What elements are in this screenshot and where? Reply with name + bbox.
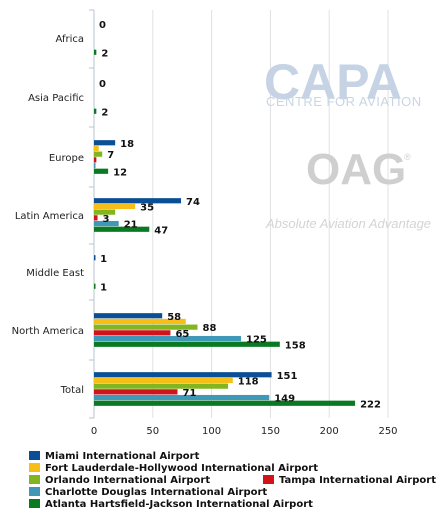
data-label: 74 bbox=[186, 197, 200, 208]
category-label: Africa bbox=[55, 34, 84, 45]
legend-swatch bbox=[29, 475, 40, 484]
x-tick-label: 0 bbox=[91, 426, 97, 437]
legend-swatch bbox=[29, 499, 40, 508]
bar bbox=[94, 226, 150, 232]
bar bbox=[94, 220, 119, 227]
data-label: 158 bbox=[285, 340, 306, 351]
bar bbox=[94, 151, 103, 157]
data-label: 58 bbox=[167, 312, 181, 323]
x-tick-label: 250 bbox=[378, 426, 397, 437]
bar bbox=[94, 341, 280, 347]
capa-watermark-subtitle: CENTRE FOR AVIATION bbox=[266, 94, 422, 109]
legend-swatch bbox=[29, 463, 40, 472]
legend-item-label: Fort Lauderdale-Hollywood International … bbox=[45, 463, 318, 474]
bar bbox=[94, 318, 186, 325]
data-label: 2 bbox=[101, 107, 108, 118]
data-label: 12 bbox=[113, 167, 127, 178]
bar bbox=[94, 145, 99, 152]
bar bbox=[94, 383, 229, 389]
bar bbox=[94, 377, 233, 384]
bar bbox=[94, 203, 136, 210]
category-label: Latin America bbox=[15, 211, 84, 222]
bar bbox=[94, 324, 198, 330]
data-label: 88 bbox=[202, 323, 216, 334]
data-label: 0 bbox=[99, 79, 106, 90]
category-label: Asia Pacific bbox=[28, 93, 84, 104]
data-label: 35 bbox=[140, 202, 154, 213]
bar bbox=[94, 140, 116, 146]
bar bbox=[94, 215, 98, 221]
bar bbox=[94, 198, 182, 204]
legend-item-label: Miami International Airport bbox=[45, 451, 200, 462]
oag-registered-mark: ® bbox=[404, 152, 411, 162]
oag-watermark-tagline: Absolute Aviation Advantage bbox=[265, 216, 431, 231]
data-label: 118 bbox=[238, 376, 259, 387]
bar bbox=[94, 162, 96, 169]
category-label: Europe bbox=[49, 153, 84, 164]
legend-item-label: Tampa International Airport bbox=[279, 475, 436, 486]
legend-item-label: Orlando International Airport bbox=[45, 475, 210, 486]
watermark-layer: CAPA CENTRE FOR AVIATION OAG ® Absolute … bbox=[264, 54, 431, 231]
legend-swatch bbox=[263, 475, 274, 484]
data-label: 149 bbox=[274, 394, 295, 405]
data-label: 0 bbox=[99, 20, 106, 31]
label-layer: 0202187127435321471158886512515815111871… bbox=[99, 20, 381, 411]
legend-item-label: Atlanta Hartsfield-Jackson International… bbox=[45, 499, 313, 510]
bar-layer bbox=[94, 49, 356, 406]
grid-layer bbox=[152, 10, 389, 418]
oag-watermark-logo: OAG bbox=[306, 145, 406, 194]
data-label: 3 bbox=[103, 214, 110, 225]
bar bbox=[94, 209, 116, 215]
data-label: 125 bbox=[246, 335, 267, 346]
data-label: 47 bbox=[154, 225, 168, 236]
legend-item-label: Charlotte Douglas International Airport bbox=[45, 487, 267, 498]
bar bbox=[94, 400, 356, 406]
data-label: 1 bbox=[100, 254, 107, 265]
bar bbox=[94, 394, 270, 401]
x-tick-label: 50 bbox=[146, 426, 159, 437]
bar bbox=[94, 157, 97, 163]
bar bbox=[94, 372, 272, 378]
bar bbox=[94, 335, 241, 342]
bar bbox=[94, 313, 163, 319]
data-label: 222 bbox=[360, 399, 381, 410]
bar bbox=[94, 108, 97, 114]
data-label: 1 bbox=[100, 282, 107, 293]
x-tick-label: 100 bbox=[202, 426, 221, 437]
data-label: 18 bbox=[120, 139, 134, 150]
x-tick-label: 150 bbox=[261, 426, 280, 437]
category-label: Total bbox=[60, 385, 84, 396]
data-label: 151 bbox=[277, 371, 298, 382]
capa-watermark-logo: CAPA bbox=[264, 54, 402, 110]
data-label: 21 bbox=[124, 220, 138, 231]
bar bbox=[94, 168, 109, 174]
category-label: Middle East bbox=[26, 268, 84, 279]
data-label: 65 bbox=[175, 329, 189, 340]
bar bbox=[94, 49, 97, 55]
category-label: North America bbox=[12, 326, 84, 337]
legend-swatch bbox=[29, 487, 40, 496]
bar bbox=[94, 330, 171, 336]
x-tick-label: 200 bbox=[320, 426, 339, 437]
bar bbox=[94, 255, 96, 261]
data-label: 7 bbox=[107, 150, 114, 161]
data-label: 71 bbox=[182, 388, 196, 399]
bar bbox=[94, 389, 178, 395]
data-label: 2 bbox=[101, 48, 108, 59]
bar bbox=[94, 283, 96, 289]
legend-swatch bbox=[29, 451, 40, 460]
